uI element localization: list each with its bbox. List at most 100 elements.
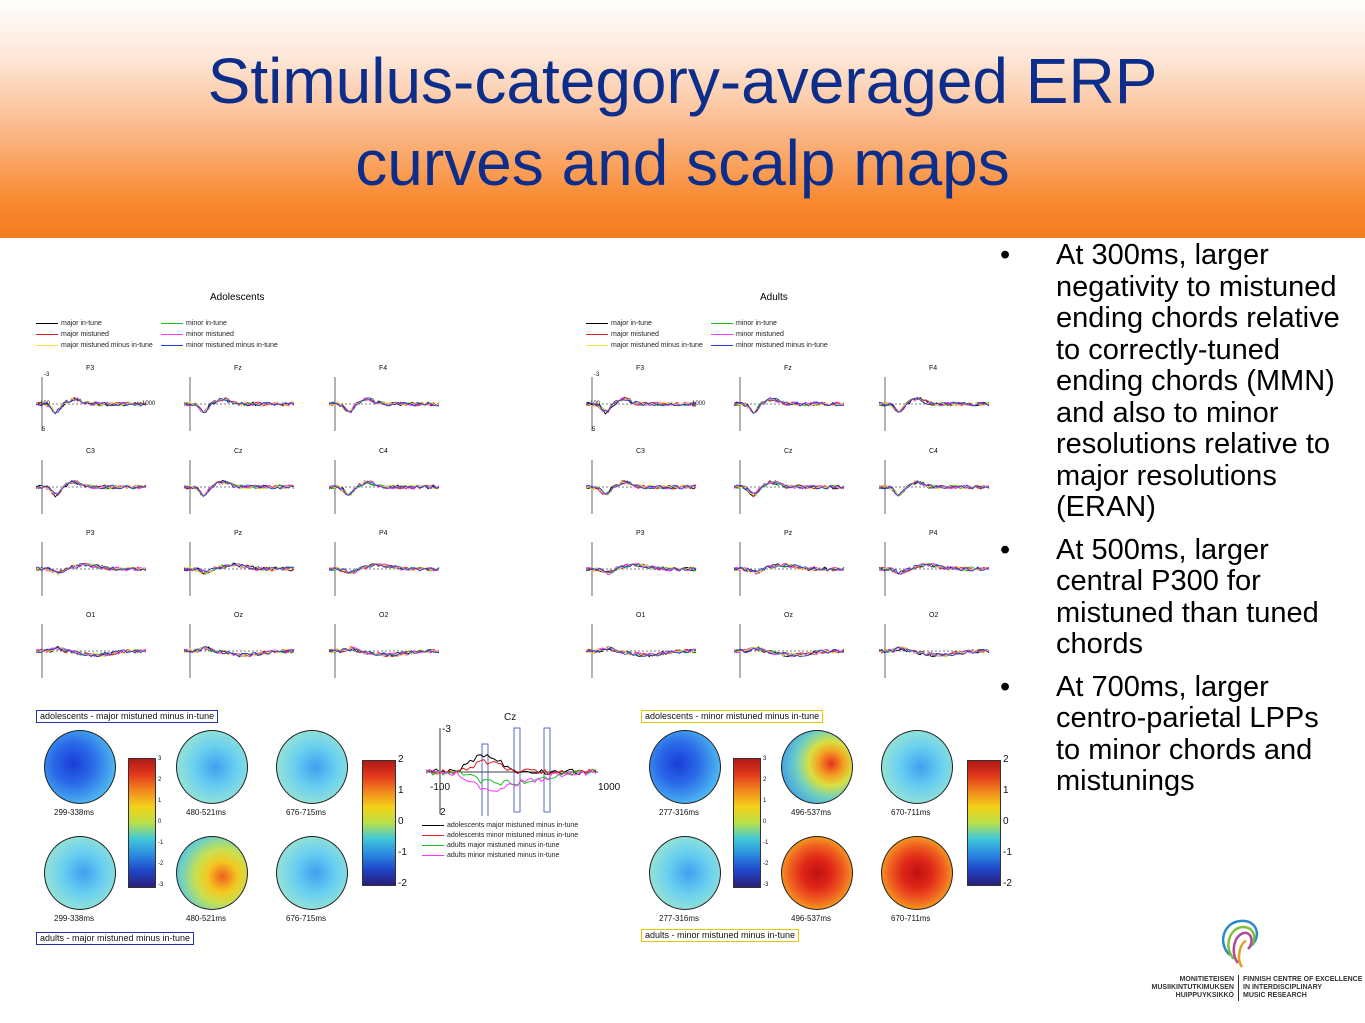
- colorbar-tick: 2: [763, 777, 767, 783]
- electrode-label: Pz: [234, 530, 243, 537]
- erp-plot: [734, 624, 846, 678]
- scalp-map: [649, 730, 721, 804]
- erp-series-line: [586, 563, 697, 574]
- legend-entry: minor mistuned minus in-tune: [161, 342, 278, 349]
- colorbar-tick: -3: [763, 882, 769, 888]
- legend-swatch: [36, 344, 58, 346]
- erp-series-line: [586, 397, 697, 412]
- scalp-time-window: 299-338ms: [54, 808, 95, 817]
- scalp-time-window: 480-521ms: [186, 914, 227, 923]
- panel-title: Adolescents: [210, 292, 265, 303]
- legend-entry: major mistuned minus in-tune: [586, 342, 703, 349]
- scalp-top-label: adolescents - major mistuned minus in-tu…: [36, 710, 219, 723]
- erp-tick-label: -3: [594, 372, 600, 378]
- legend-label: minor mistuned minus in-tune: [736, 342, 828, 349]
- erp-series-line: [734, 563, 845, 573]
- legend-entry: minor mistuned: [711, 331, 784, 338]
- erp-series-line: [879, 563, 990, 575]
- colorbar-tick: 1: [398, 785, 404, 796]
- colorbar-tick: 2: [398, 754, 404, 765]
- colorbar-large: [967, 760, 1001, 886]
- erp-series-line: [734, 647, 845, 658]
- legend-swatch: [422, 854, 444, 856]
- erp-plot: [36, 377, 148, 431]
- cz-series-line: [425, 753, 597, 776]
- erp-series-line: [329, 480, 440, 496]
- erp-tick-label: 1000: [142, 401, 156, 407]
- scalp-map: [276, 836, 348, 910]
- erp-plot: [734, 542, 846, 596]
- erp-series-line: [36, 480, 147, 496]
- cz-tick-label: -3: [442, 724, 451, 735]
- legend-swatch: [711, 333, 733, 335]
- legend-entry: minor in-tune: [161, 320, 227, 327]
- legend-entry: minor mistuned: [161, 331, 234, 338]
- erp-series-line: [329, 397, 440, 412]
- scalp-time-window: 299-338ms: [54, 914, 95, 923]
- erp-tick-label: 1000: [692, 401, 706, 407]
- erp-plot: [879, 542, 991, 596]
- electrode-label: P4: [929, 530, 938, 537]
- colorbar-tick: 0: [158, 819, 162, 825]
- electrode-label: O2: [929, 612, 939, 619]
- colorbar-tick: 0: [1003, 816, 1009, 827]
- logo-line: FINNISH CENTRE OF EXCELLENCE: [1243, 976, 1363, 983]
- logo-line: MUSIIKINTUTKIMUKSEN: [1151, 984, 1234, 991]
- colorbar-tick: 3: [158, 756, 162, 762]
- erp-series-line: [184, 562, 295, 573]
- logo-swirl-icon: [1221, 919, 1259, 968]
- cz-tick-label: 1000: [598, 782, 621, 793]
- colorbar-tick: 1: [1003, 785, 1009, 796]
- scalp-time-window: 676-715ms: [286, 808, 327, 817]
- erp-series-line: [36, 396, 147, 415]
- colorbar-tick: -3: [158, 882, 164, 888]
- scalp-map: [176, 730, 248, 804]
- legend-entry: major in-tune: [36, 320, 102, 327]
- erp-plot: [329, 542, 441, 596]
- cz-title: Cz: [504, 712, 517, 723]
- colorbar-tick: -2: [158, 861, 164, 867]
- erp-series-line: [184, 481, 295, 498]
- colorbar-tick: -1: [398, 847, 407, 858]
- erp-plot: [879, 624, 991, 678]
- legend-swatch: [711, 322, 733, 324]
- legend-label: minor mistuned: [186, 331, 234, 338]
- electrode-label: O1: [636, 612, 646, 619]
- legend-label: minor in-tune: [186, 320, 227, 327]
- colorbar-tick: -1: [763, 840, 769, 846]
- electrode-label: C4: [379, 448, 388, 455]
- legend-entry: minor mistuned minus in-tune: [711, 342, 828, 349]
- legend-swatch: [36, 322, 58, 324]
- erp-plot: [184, 377, 296, 431]
- legend-label: minor mistuned: [736, 331, 784, 338]
- colorbar-tick: 3: [763, 756, 767, 762]
- electrode-label: F3: [636, 365, 645, 372]
- erp-plot: [586, 460, 698, 514]
- legend-label: major in-tune: [61, 320, 102, 327]
- title-banner: [0, 0, 1365, 238]
- erp-series-line: [879, 646, 990, 658]
- scalp-time-window: 496-537ms: [791, 808, 832, 817]
- erp-series-line: [586, 399, 697, 411]
- erp-series-line: [586, 399, 697, 413]
- legend-entry: major mistuned: [586, 331, 659, 338]
- scalp-map: [176, 836, 248, 910]
- bullet-item: At 500ms, larger central P300 for mistun…: [1000, 534, 1345, 661]
- scalp-time-window: 277-316ms: [659, 914, 700, 923]
- time-window-box: [481, 743, 489, 816]
- colorbar-tick: -2: [763, 861, 769, 867]
- erp-series-line: [879, 396, 990, 413]
- colorbar-tick: -2: [398, 878, 407, 889]
- legend-entry: adolescents major mistuned minus in-tune: [422, 822, 578, 829]
- electrode-label: C3: [86, 448, 95, 455]
- legend-label: adults major mistuned minus in-tune: [447, 842, 560, 849]
- legend-label: minor mistuned minus in-tune: [186, 342, 278, 349]
- erp-series-line: [734, 481, 845, 494]
- erp-plot: [879, 460, 991, 514]
- erp-tick-label: -100: [588, 401, 601, 407]
- erp-plot: [36, 542, 148, 596]
- scalp-time-window: 670-711ms: [891, 914, 931, 923]
- colorbar-tick: 0: [763, 819, 767, 825]
- colorbar-small: [733, 758, 761, 888]
- erp-series-line: [329, 397, 440, 413]
